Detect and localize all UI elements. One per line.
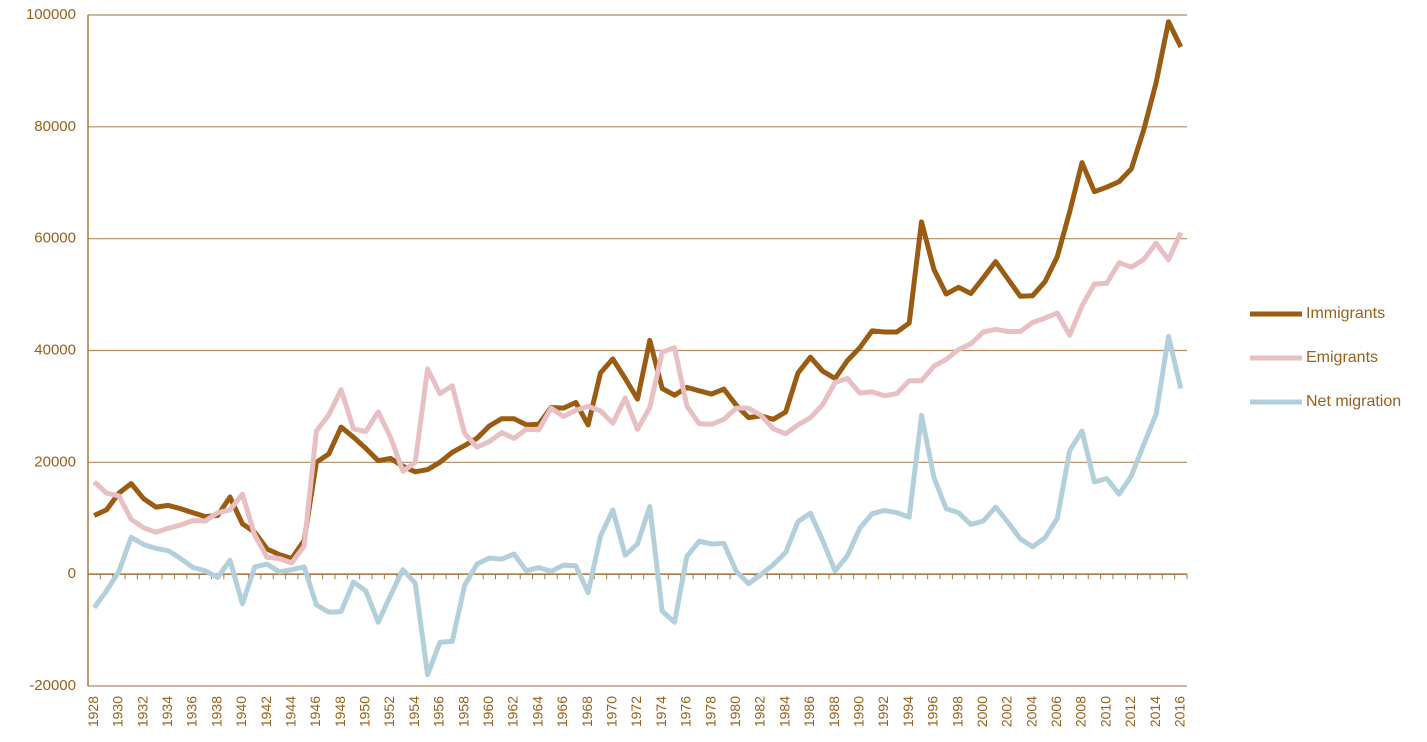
x-tick-label: 1980 xyxy=(727,696,743,727)
x-tick-label: 1990 xyxy=(850,696,866,727)
x-tick-label: 1998 xyxy=(949,696,965,727)
legend-label: Net migration xyxy=(1306,393,1401,410)
x-tick-label: 1964 xyxy=(529,696,545,727)
x-tick-label: 1972 xyxy=(628,696,644,727)
x-tick-label: 1954 xyxy=(406,696,422,727)
y-tick-label: 80000 xyxy=(34,118,76,135)
x-tick-label: 1986 xyxy=(801,696,817,727)
x-tick-label: 1936 xyxy=(184,696,200,727)
x-tick-label: 1928 xyxy=(85,696,101,727)
y-tick-label: 0 xyxy=(68,565,76,582)
x-tick-label: 2012 xyxy=(1122,696,1138,727)
y-tick-label: 60000 xyxy=(34,230,76,247)
x-tick-label: 1974 xyxy=(653,696,669,727)
x-tick-label: 2004 xyxy=(1023,696,1039,727)
x-tick-label: 1976 xyxy=(678,696,694,727)
legend-label: Emigrants xyxy=(1306,349,1378,366)
x-tick-label: 1934 xyxy=(159,696,175,727)
series-line xyxy=(92,334,1184,678)
x-tick-label: 1956 xyxy=(431,696,447,727)
series-line xyxy=(93,19,1184,561)
x-tick-label: 1950 xyxy=(357,696,373,727)
legend-label: Immigrants xyxy=(1306,305,1385,322)
x-tick-label: 1970 xyxy=(604,696,620,727)
x-tick-label: 2002 xyxy=(999,696,1015,727)
y-tick-label: -20000 xyxy=(29,677,76,694)
x-tick-label: 2010 xyxy=(1097,696,1113,727)
x-tick-label: 1938 xyxy=(208,696,224,727)
x-tick-label: 1984 xyxy=(776,696,792,727)
x-tick-label: 1940 xyxy=(233,696,249,727)
series-line xyxy=(92,231,1184,566)
y-tick-label: 40000 xyxy=(34,341,76,358)
x-tick-label: 1992 xyxy=(875,696,891,727)
x-tick-label: 1946 xyxy=(307,696,323,727)
x-tick-label: 1978 xyxy=(702,696,718,727)
x-tick-label: 1960 xyxy=(480,696,496,727)
x-tick-label: 1996 xyxy=(925,696,941,727)
x-tick-label: 1966 xyxy=(554,696,570,727)
x-tick-label: 2008 xyxy=(1073,696,1089,727)
x-tick-label: 1942 xyxy=(258,696,274,727)
x-tick-label: 2006 xyxy=(1048,696,1064,727)
x-tick-label: 2014 xyxy=(1147,696,1163,727)
x-tick-label: 1968 xyxy=(579,696,595,727)
x-tick-label: 1982 xyxy=(752,696,768,727)
x-tick-label: 1958 xyxy=(455,696,471,727)
y-tick-label: 100000 xyxy=(26,6,76,23)
x-tick-label: 1952 xyxy=(381,696,397,727)
x-tick-label: 1988 xyxy=(826,696,842,727)
x-tick-label: 2000 xyxy=(974,696,990,727)
x-tick-label: 1994 xyxy=(900,696,916,727)
x-tick-label: 1962 xyxy=(505,696,521,727)
x-tick-label: 1930 xyxy=(110,696,126,727)
x-tick-label: 1944 xyxy=(282,696,298,727)
x-tick-label: 1948 xyxy=(332,696,348,727)
y-tick-label: 20000 xyxy=(34,453,76,470)
x-tick-label: 2016 xyxy=(1172,696,1188,727)
x-tick-label: 1932 xyxy=(134,696,150,727)
